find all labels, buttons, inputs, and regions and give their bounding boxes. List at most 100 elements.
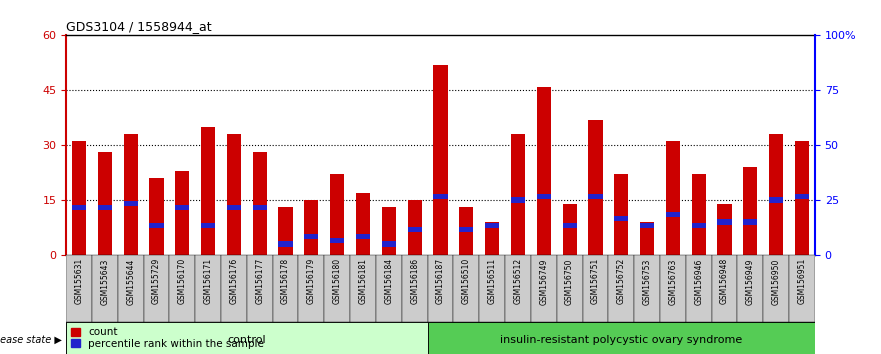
Text: GSM156951: GSM156951 (797, 258, 806, 304)
Bar (123, 201, 137, 206)
Bar (330, 175, 344, 255)
Bar (744, 167, 758, 255)
Bar (433, 65, 448, 255)
Bar (717, 204, 731, 255)
Text: GSM156186: GSM156186 (411, 258, 419, 304)
Text: GSM156170: GSM156170 (178, 258, 187, 304)
Bar (562, 223, 577, 228)
Bar (737, 255, 763, 322)
Text: GSM156179: GSM156179 (307, 258, 316, 304)
Text: GSM155631: GSM155631 (75, 258, 84, 304)
Bar (98, 205, 112, 210)
Text: GSM156751: GSM156751 (591, 258, 600, 304)
Bar (402, 255, 427, 322)
Text: GSM156181: GSM156181 (359, 258, 367, 304)
Bar (589, 194, 603, 199)
Bar (299, 255, 324, 322)
Text: control: control (227, 335, 266, 345)
Bar (272, 255, 299, 322)
Bar (537, 194, 551, 199)
Bar (118, 255, 144, 322)
Bar (376, 255, 402, 322)
Bar (427, 322, 815, 354)
Text: GSM156946: GSM156946 (694, 258, 703, 305)
Text: GSM156752: GSM156752 (617, 258, 626, 304)
Bar (692, 223, 706, 228)
Bar (98, 153, 112, 255)
Text: GSM156177: GSM156177 (255, 258, 264, 304)
Text: GSM155644: GSM155644 (126, 258, 135, 305)
Bar (640, 222, 655, 255)
Bar (123, 134, 137, 255)
Bar (253, 153, 267, 255)
Bar (557, 255, 582, 322)
Bar (381, 241, 396, 247)
Bar (433, 194, 448, 199)
Text: insulin-resistant polycystic ovary syndrome: insulin-resistant polycystic ovary syndr… (500, 335, 743, 345)
Bar (175, 171, 189, 255)
Bar (278, 241, 292, 247)
Text: GSM156753: GSM156753 (642, 258, 652, 305)
Bar (66, 322, 427, 354)
Bar (479, 255, 505, 322)
Bar (459, 227, 473, 232)
Text: GSM155643: GSM155643 (100, 258, 109, 305)
Text: GDS3104 / 1558944_at: GDS3104 / 1558944_at (66, 20, 211, 33)
Bar (304, 234, 319, 239)
Bar (247, 255, 272, 322)
Bar (712, 255, 737, 322)
Bar (505, 255, 531, 322)
Text: GSM156511: GSM156511 (488, 258, 497, 304)
Bar (614, 216, 628, 221)
Bar (324, 255, 350, 322)
Bar (226, 205, 241, 210)
Bar (427, 255, 454, 322)
Bar (66, 255, 92, 322)
Bar (72, 205, 86, 210)
Text: GSM156512: GSM156512 (514, 258, 522, 304)
Bar (304, 200, 319, 255)
Bar (408, 200, 422, 255)
Bar (744, 219, 758, 225)
Bar (381, 207, 396, 255)
Bar (660, 255, 685, 322)
Text: GSM156171: GSM156171 (204, 258, 212, 304)
Bar (609, 255, 634, 322)
Bar (769, 197, 783, 203)
Bar (356, 234, 370, 239)
Text: GSM156180: GSM156180 (333, 258, 342, 304)
Text: GSM156510: GSM156510 (462, 258, 470, 304)
Bar (511, 134, 525, 255)
Bar (537, 87, 551, 255)
Bar (408, 227, 422, 232)
Bar (454, 255, 479, 322)
Text: GSM156184: GSM156184 (384, 258, 393, 304)
Bar (330, 238, 344, 243)
Bar (459, 207, 473, 255)
Bar (614, 175, 628, 255)
Bar (582, 255, 609, 322)
Text: GSM156749: GSM156749 (539, 258, 548, 305)
Text: GSM156187: GSM156187 (436, 258, 445, 304)
Bar (144, 255, 169, 322)
Bar (201, 223, 215, 228)
Bar (795, 142, 809, 255)
Bar (226, 134, 241, 255)
Bar (531, 255, 557, 322)
Bar (789, 255, 815, 322)
Bar (350, 255, 376, 322)
Bar (201, 127, 215, 255)
Bar (763, 255, 789, 322)
Bar (221, 255, 247, 322)
Bar (640, 223, 655, 228)
Bar (150, 178, 164, 255)
Bar (685, 255, 712, 322)
Text: GSM156176: GSM156176 (229, 258, 239, 304)
Bar (72, 142, 86, 255)
Bar (356, 193, 370, 255)
Bar (511, 197, 525, 203)
Bar (562, 204, 577, 255)
Bar (769, 134, 783, 255)
Bar (150, 223, 164, 228)
Bar (175, 205, 189, 210)
